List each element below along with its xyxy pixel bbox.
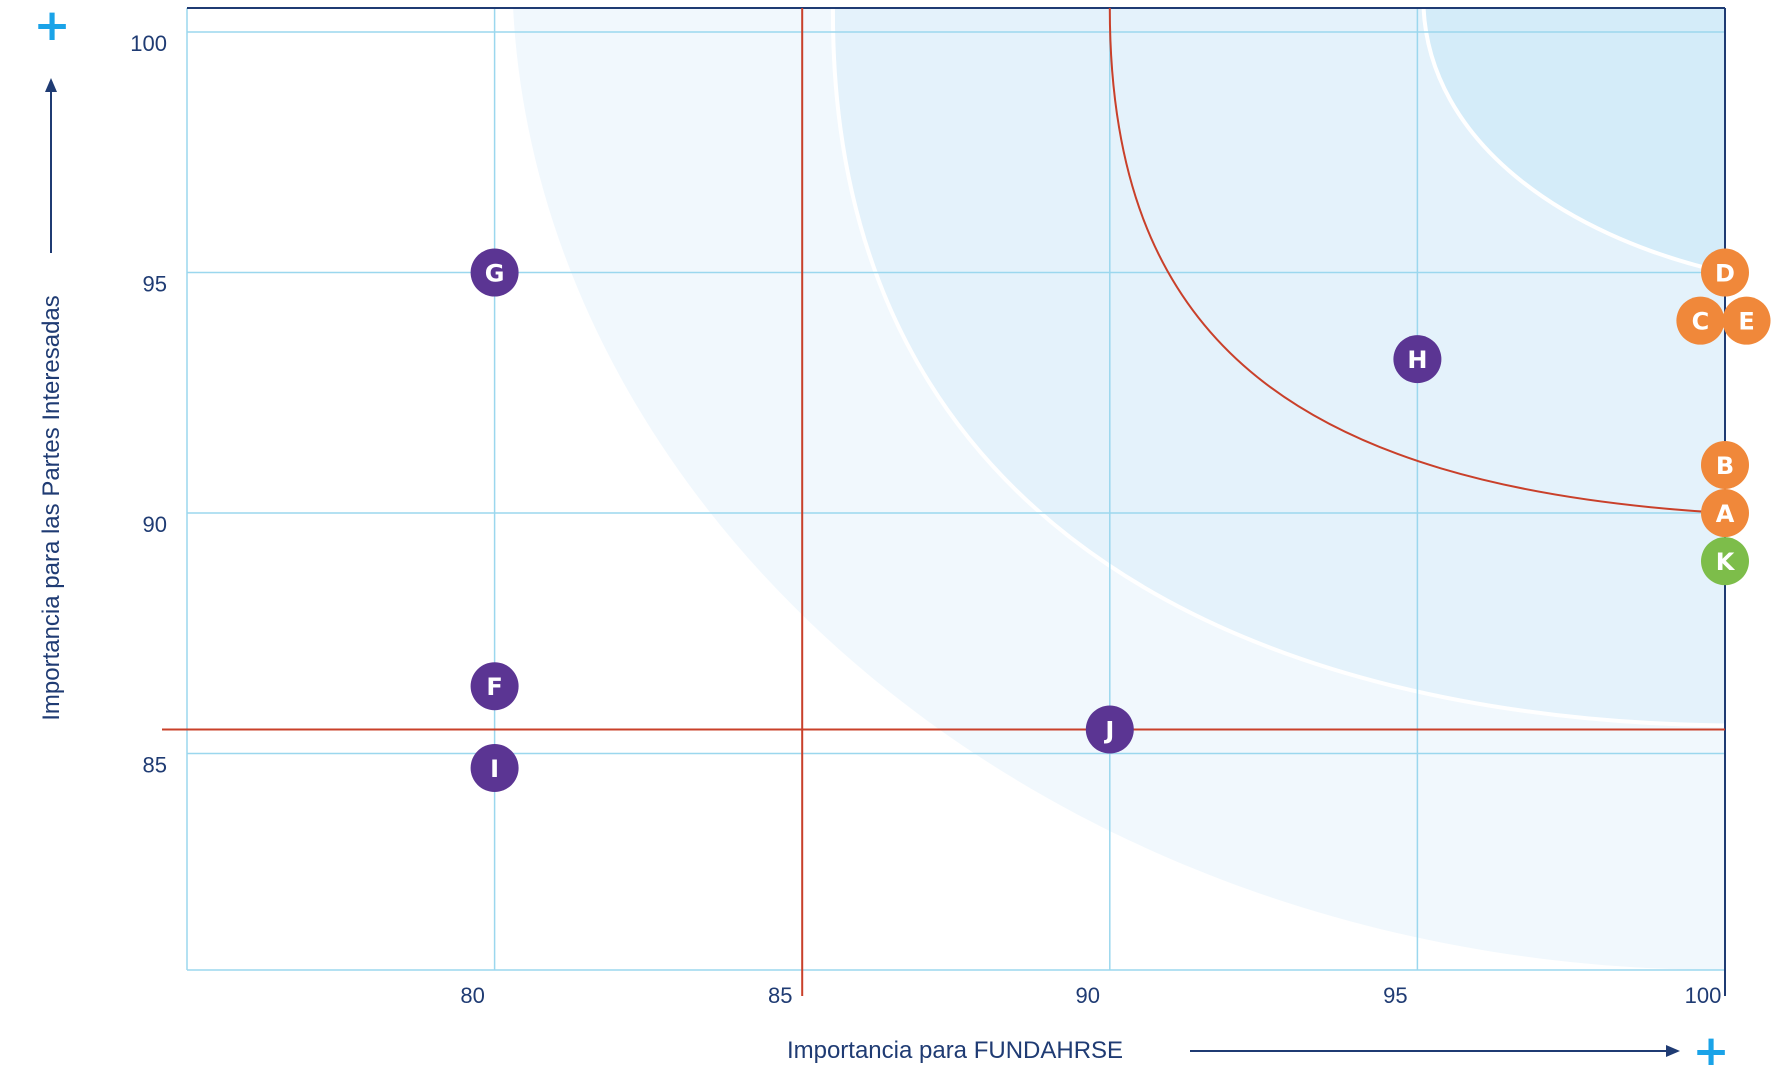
- y-tick-labels: 85 90 95 100: [130, 31, 167, 778]
- priority-curve: [1108, 7, 1726, 515]
- x-axis-title: Importancia para FUNDAHRSE: [787, 1037, 1123, 1064]
- point-a[interactable]: A: [1701, 489, 1749, 538]
- point-f[interactable]: F: [470, 662, 519, 711]
- y-tick-label: 95: [143, 272, 167, 297]
- point-marker: [1085, 705, 1134, 754]
- point-marker: [1722, 296, 1771, 345]
- point-k[interactable]: K: [1701, 537, 1749, 586]
- y-tick-label: 100: [130, 31, 167, 56]
- x-tick-label: 85: [768, 983, 792, 1008]
- x-tick-label: 80: [460, 983, 484, 1008]
- threshold-lines: [162, 8, 1725, 996]
- y-axis-plus-icon: +: [34, 0, 71, 51]
- point-marker: [1701, 248, 1749, 297]
- point-marker: [1676, 296, 1725, 345]
- point-label: B: [1716, 452, 1734, 480]
- zone-middle: [832, 8, 1725, 726]
- data-points: AB CDE F G H I J K: [470, 248, 1771, 792]
- point-marker: [1393, 335, 1442, 384]
- point-label: H: [1407, 346, 1427, 374]
- point-label: G: [485, 260, 505, 288]
- point-marker: [1701, 489, 1749, 538]
- point-e[interactable]: E: [1722, 296, 1771, 345]
- x-axis-arrow: [1190, 1045, 1680, 1057]
- plot-frame: [186, 7, 1726, 996]
- x-tick-label: 100: [1685, 983, 1722, 1008]
- y-axis-title: Importancia para las Partes Interesadas: [38, 295, 65, 721]
- x-tick-labels: 80 85 90 95 100: [460, 983, 1721, 1008]
- x-axis-plus-icon: +: [1693, 1026, 1730, 1065]
- point-label: K: [1716, 548, 1736, 576]
- x-tick-label: 90: [1076, 983, 1100, 1008]
- x-tick-label: 95: [1383, 983, 1407, 1008]
- point-j[interactable]: J: [1085, 705, 1134, 754]
- y-tick-label: 90: [143, 512, 167, 537]
- point-marker: [470, 743, 519, 792]
- zone-inner: [1423, 8, 1725, 273]
- point-marker: [1701, 537, 1749, 586]
- zone-separator: [830, 7, 1726, 728]
- point-i[interactable]: I: [470, 743, 519, 792]
- point-g[interactable]: G: [470, 248, 519, 297]
- point-label: I: [490, 755, 499, 783]
- point-b[interactable]: B: [1701, 440, 1749, 489]
- point-d[interactable]: D: [1701, 248, 1749, 297]
- point-label: J: [1103, 717, 1114, 745]
- point-h[interactable]: H: [1393, 335, 1442, 384]
- point-label: D: [1715, 260, 1735, 288]
- point-label: A: [1716, 500, 1735, 528]
- point-marker: [1701, 440, 1749, 489]
- point-c[interactable]: C: [1676, 296, 1725, 345]
- point-marker: [470, 248, 519, 297]
- point-label: F: [486, 673, 502, 701]
- y-tick-label: 85: [143, 753, 167, 778]
- zone-separator: [1421, 7, 1726, 275]
- point-marker: [470, 662, 519, 711]
- point-label: E: [1738, 308, 1754, 336]
- point-label: C: [1692, 308, 1710, 336]
- y-axis-arrow: [45, 78, 57, 253]
